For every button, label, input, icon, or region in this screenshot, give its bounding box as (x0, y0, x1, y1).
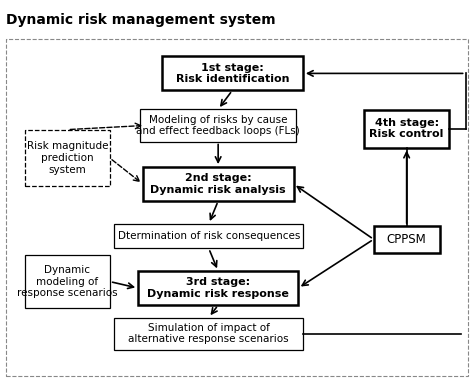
Text: 2nd stage:
Dynamic risk analysis: 2nd stage: Dynamic risk analysis (150, 173, 286, 195)
FancyBboxPatch shape (140, 109, 296, 141)
Text: Modeling of risks by cause
and effect feedback loops (FLs): Modeling of risks by cause and effect fe… (137, 115, 300, 136)
Text: Dynamic
modeling of
response scenarios: Dynamic modeling of response scenarios (17, 265, 118, 298)
FancyBboxPatch shape (374, 226, 439, 253)
FancyBboxPatch shape (138, 271, 298, 305)
Text: 4th stage:
Risk control: 4th stage: Risk control (369, 118, 444, 139)
Text: 1st stage:
Risk identification: 1st stage: Risk identification (175, 62, 289, 84)
FancyBboxPatch shape (25, 130, 110, 186)
Text: Simulation of impact of
alternative response scenarios: Simulation of impact of alternative resp… (128, 323, 289, 344)
FancyBboxPatch shape (25, 255, 110, 308)
FancyBboxPatch shape (143, 167, 293, 201)
FancyBboxPatch shape (364, 110, 449, 147)
Text: CPPSM: CPPSM (387, 233, 427, 246)
Text: 3rd stage:
Dynamic risk response: 3rd stage: Dynamic risk response (147, 277, 289, 299)
FancyBboxPatch shape (115, 317, 303, 350)
FancyBboxPatch shape (162, 56, 303, 90)
Text: Dtermination of risk consequences: Dtermination of risk consequences (118, 231, 300, 241)
Text: Dynamic risk management system: Dynamic risk management system (6, 13, 276, 27)
FancyBboxPatch shape (115, 224, 303, 248)
Text: Risk magnitude
prediction
system: Risk magnitude prediction system (27, 141, 108, 174)
